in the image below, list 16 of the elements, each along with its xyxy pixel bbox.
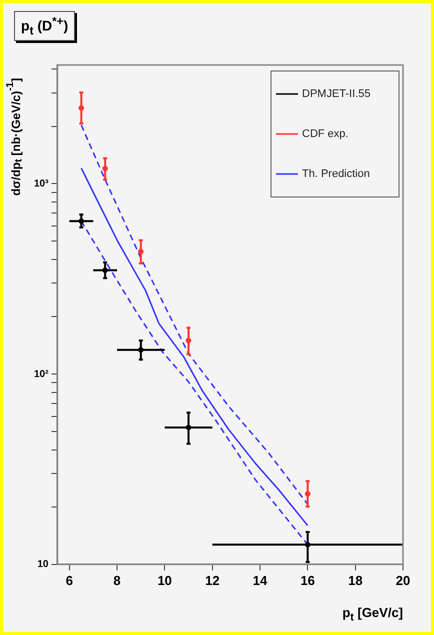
legend-label: DPMJET-II.55 [302, 88, 370, 100]
x-tick-label: 16 [300, 572, 315, 588]
y-tick-label: 10² [34, 368, 50, 380]
legend-label: CDF exp. [302, 128, 348, 140]
x-tick-label: 10 [157, 572, 172, 588]
y-tick-label: 10 [37, 559, 49, 570]
x-axis-title: p$_{t}$ [GeV/c] [342, 605, 403, 624]
x-tick-label: 12 [205, 572, 220, 588]
x-tick-label: 8 [113, 572, 121, 588]
x-tick-label: 14 [252, 572, 268, 588]
x-tick-label: 6 [66, 572, 73, 588]
chart-title: p$_{t}$ (D$^{*+}$) [14, 11, 76, 42]
legend-label: Th. Prediction [302, 168, 370, 180]
y-tick-label: 10³ [34, 178, 50, 190]
x-tick-label: 18 [348, 572, 363, 588]
x-tick-label: 20 [396, 572, 410, 588]
